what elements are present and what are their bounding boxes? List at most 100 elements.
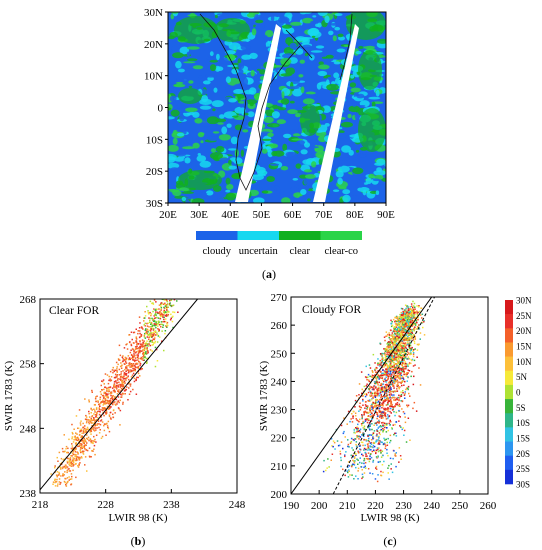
cloudy-point [371,450,374,453]
cloudy-point [376,399,379,401]
cloudy-point [364,404,367,406]
cloudy-point [377,384,379,386]
colorbar-segment [505,399,513,414]
clear-point [144,329,147,331]
colorbar-segment [505,413,513,428]
cloudy-point [385,376,387,378]
cloudy-point [399,328,401,330]
cloudy-point [351,413,353,415]
cloudy-point [402,324,404,327]
clear-point [163,320,166,323]
clear-point [122,401,124,404]
cloudy-point [398,371,400,374]
map-cloud-cell [337,33,344,38]
clear-point [138,316,141,318]
cloudy-point [367,418,370,420]
clear-point [74,437,77,439]
cloudy-point [393,387,395,389]
cloudy-point [366,419,368,421]
cloudy-point [387,344,390,346]
cloudy-point [398,387,400,390]
cloudy-point [375,398,377,401]
cloudy-point [390,338,392,340]
cloudy-point [375,467,377,469]
clear-point [93,424,95,426]
cloudy-point [369,387,371,389]
cloudy-point [406,342,409,344]
cloudy-point [367,443,370,445]
cloudy-point [416,312,418,315]
clear-point [77,453,79,455]
clear-point [150,314,152,317]
cloudy-point [339,450,341,453]
cloudy-point [396,335,398,338]
cloudy-point [418,328,421,330]
clear-point [68,476,70,478]
clear-point [141,350,144,352]
cloudy-point [331,453,334,455]
clear-point [123,372,126,374]
cloudy-point [325,469,327,472]
clear-point [146,340,148,342]
clear-point [165,315,168,317]
clear-point [115,380,117,382]
clear-point [138,360,140,363]
map-cloud-cell [318,158,323,165]
cloudy-point [377,388,379,390]
cloudy-point [374,478,377,480]
cloudy-point [398,350,400,352]
cloudy-point [400,391,402,393]
clear-point [114,376,117,378]
map-lon-tick-label: 80E [346,209,364,221]
clear-point [99,391,102,393]
cloudy-point [363,435,365,437]
clear-point [80,456,83,458]
clear-point [166,321,169,324]
clear-point [144,322,146,325]
cloudy-point [362,444,364,447]
cloudy-point [402,353,405,356]
colorbar-segment [505,384,513,400]
map-cloud-cell [228,165,237,170]
clear-point [122,385,125,387]
clear-point [91,415,94,417]
clear-point [100,409,102,411]
cloudy-point [402,318,405,321]
map-cloud-cell [376,167,382,173]
clear-point [129,385,132,387]
map-cloud-cell [333,189,340,192]
cloudy-point [410,316,412,319]
cloudy-point [390,360,392,362]
cloudy-point [389,370,392,373]
cloudy-point [386,427,388,429]
map-cloud-cell [214,18,221,21]
clear-point [76,437,78,439]
map-cloud-cell [283,133,292,139]
clear-point [132,356,134,358]
cloudy-point [377,362,379,364]
clear-point [136,362,139,365]
cloudy-point [391,354,393,357]
map-cloud-cell [356,180,365,188]
cloudy-x-axis-label: LWIR 98 (K) [360,512,419,524]
cloudy-point [373,388,375,391]
cloudy-point [365,453,367,455]
clear-point [105,387,108,389]
clear-point [83,445,85,448]
clear-point [110,418,112,420]
cloudy-y-tick-label: 200 [271,489,288,501]
cloudy-point [376,367,378,369]
map-cloud-cell [186,58,198,62]
clear-point [100,420,102,422]
map-cloud-cell [350,87,361,93]
cloudy-point [393,369,395,372]
cloudy-point [401,375,404,378]
map-cloud-cell [334,13,343,17]
cloudy-point [410,319,412,321]
cloudy-point [382,403,384,406]
cloudy-point [393,396,395,399]
clear-point [119,399,121,402]
clear-y-axis-label: SWIR 1783 (K) [3,361,15,432]
clear-point [71,443,73,445]
